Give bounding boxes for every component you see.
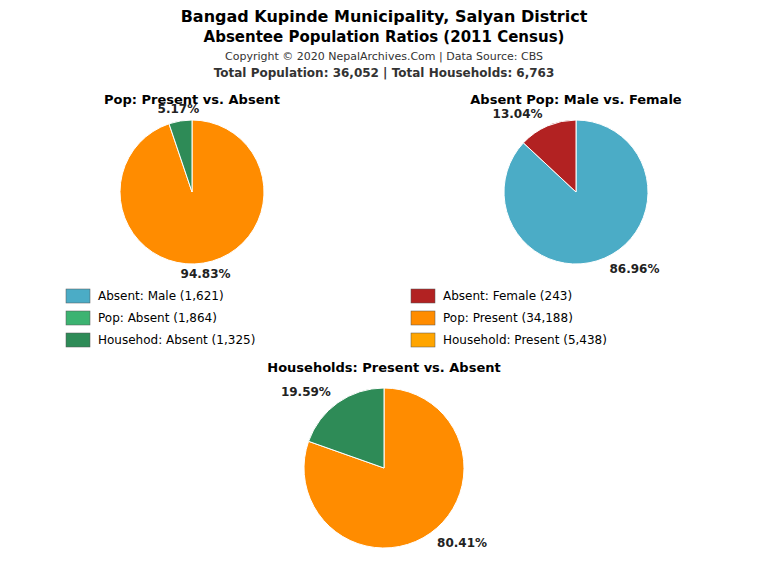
data-labels: 94.83%5.17%: [158, 102, 231, 282]
data-labels: 86.96% 13.04%: [493, 107, 660, 275]
title: Bangad Kupinde Municipality, Salyan Dist…: [181, 7, 588, 26]
data-label: 80.41%: [437, 536, 487, 550]
legend-swatch: [411, 333, 435, 347]
pie-chart: 94.83%5.17%: [120, 102, 264, 282]
pie-slice: [309, 388, 384, 468]
legend-item: Absent: Male (1,621): [66, 289, 224, 304]
chart: Bangad Kupinde Municipality, Salyan Dist…: [0, 0, 768, 576]
legend: Absent: Male (1,621) Pop: Absent (1,864) H…: [66, 289, 607, 348]
subtitle: Absentee Population Ratios (2011 Census): [204, 28, 565, 46]
legend-label: Pop: Present (34,188): [443, 311, 573, 325]
annotation: Total Population: 36,052 | Total Househo…: [214, 66, 555, 80]
slices: [304, 388, 464, 548]
annotation: Copyright © 2020 NepalArchives.Com | Dat…: [225, 50, 543, 63]
pie-slice: [120, 120, 264, 264]
legend-swatch: [66, 333, 90, 347]
data-label: 19.59%: [281, 385, 331, 399]
legend-item: Absent: Female (243): [411, 289, 572, 304]
legend-item: Household: Present (5,438): [411, 333, 607, 348]
data-label: 94.83%: [181, 267, 231, 281]
legend-item: Pop: Absent (1,864): [66, 311, 217, 326]
legend-swatch: [66, 311, 90, 325]
legend-item: Househod: Absent (1,325): [66, 333, 255, 348]
pie-chart: 86.96% 13.04%: [493, 107, 660, 275]
legend-item: Pop: Present (34,188): [411, 311, 573, 326]
legend-swatch: [411, 311, 435, 325]
chart-title: Absent Pop: Male vs. Female: [470, 92, 682, 107]
slices: [120, 120, 264, 264]
slices: [504, 120, 648, 264]
pie-chart: 80.41% 19.59%: [281, 385, 487, 549]
legend-swatch: [66, 289, 90, 303]
legend-label: Absent: Male (1,621): [98, 289, 224, 303]
legend-label: Household: Present (5,438): [443, 333, 607, 347]
pie-slice: [304, 388, 464, 548]
chart-title: Households: Present vs. Absent: [267, 360, 500, 375]
pie-slice: [523, 120, 576, 192]
data-label: 86.96%: [609, 262, 659, 276]
pie-slice: [504, 120, 648, 264]
legend-label: Househod: Absent (1,325): [98, 333, 255, 347]
chart-title: Pop: Present vs. Absent: [104, 92, 280, 107]
pie-slice: [169, 120, 192, 192]
data-label: 13.04%: [493, 107, 543, 121]
legend-swatch: [411, 289, 435, 303]
data-labels: 80.41% 19.59%: [281, 385, 487, 549]
legend-label: Pop: Absent (1,864): [98, 311, 217, 325]
legend-label: Absent: Female (243): [443, 289, 572, 303]
